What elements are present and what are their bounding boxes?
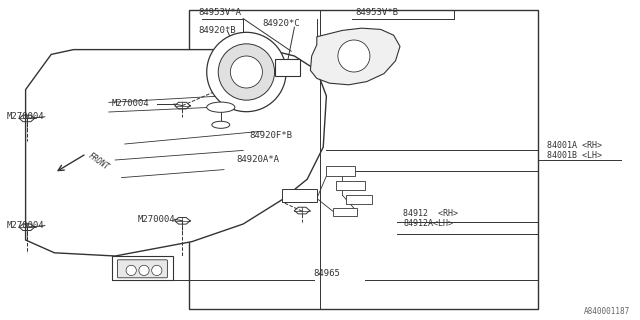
Bar [189, 10, 538, 309]
Circle shape [338, 40, 370, 72]
Text: 84001A <RH>: 84001A <RH> [547, 141, 602, 150]
Text: A840001187: A840001187 [584, 308, 630, 316]
Text: 84953V*A: 84953V*A [198, 8, 241, 17]
Text: M270004: M270004 [6, 221, 44, 230]
Text: 84912  <RH>: 84912 <RH> [403, 209, 458, 218]
Text: 84965: 84965 [314, 269, 340, 278]
Circle shape [218, 44, 275, 100]
Bar [326, 166, 355, 176]
Text: FRONT: FRONT [86, 151, 111, 172]
Circle shape [139, 265, 149, 276]
Text: 84953V*B: 84953V*B [355, 8, 398, 17]
FancyBboxPatch shape [117, 260, 168, 278]
Polygon shape [26, 50, 326, 256]
Text: M270004: M270004 [138, 215, 175, 224]
Text: M270004: M270004 [112, 100, 150, 108]
Text: M270004: M270004 [6, 112, 44, 121]
Circle shape [230, 56, 262, 88]
Ellipse shape [207, 102, 235, 112]
Text: 84920*C: 84920*C [262, 20, 300, 28]
Circle shape [152, 265, 162, 276]
Bar [112, 256, 173, 280]
Text: 84001B <LH>: 84001B <LH> [547, 151, 602, 160]
Polygon shape [310, 28, 400, 85]
Bar [336, 181, 365, 190]
Ellipse shape [212, 121, 230, 128]
Text: 84920*B: 84920*B [198, 26, 236, 35]
Bar [333, 208, 357, 216]
Circle shape [207, 32, 286, 112]
Bar [346, 195, 372, 204]
Bar [275, 59, 300, 76]
Circle shape [126, 265, 136, 276]
Bar [282, 189, 317, 202]
Text: 84920A*A: 84920A*A [237, 156, 280, 164]
Text: 84912A<LH>: 84912A<LH> [403, 220, 453, 228]
Text: 84920F*B: 84920F*B [250, 132, 292, 140]
